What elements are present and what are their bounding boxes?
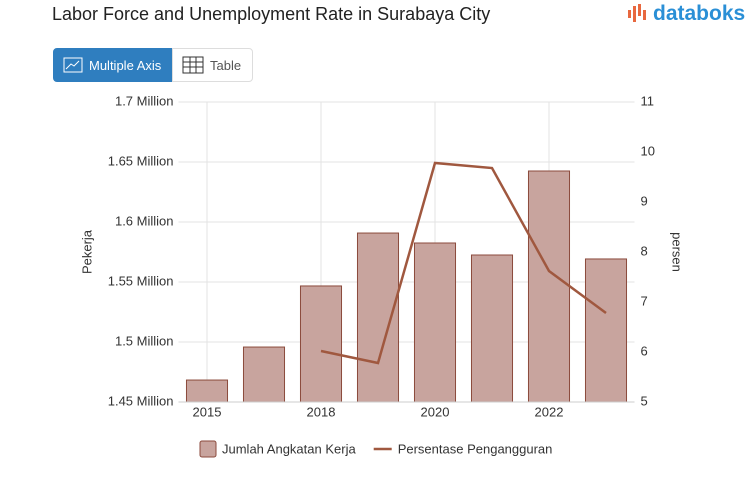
y2-tick-label: 10	[641, 143, 655, 158]
y-tick-label: 1.45 Million	[108, 393, 174, 408]
button-icon	[182, 56, 204, 74]
button-label: Table	[210, 57, 242, 73]
bar	[185, 379, 229, 403]
y-tick-label: 1.65 Million	[108, 153, 174, 168]
x-tick-label: 2020	[421, 404, 450, 419]
x-tick-label: 2018	[307, 404, 336, 419]
button-icon	[63, 57, 83, 73]
y2-tick-label: 6	[641, 343, 648, 358]
y2-tick-label: 9	[641, 193, 648, 208]
y-tick-label: 1.55 Million	[108, 273, 174, 288]
y-tick-label: 1.6 Million	[115, 213, 174, 228]
y-tick-label: 1.5 Million	[115, 333, 174, 348]
legend-swatch	[199, 440, 217, 458]
y2-tick-label: 8	[641, 243, 648, 258]
button-label: Multiple Axis	[89, 57, 162, 73]
y2-tick-label: 5	[641, 393, 648, 408]
bar	[413, 242, 457, 403]
bar	[299, 285, 343, 403]
x-tick-label: 2022	[535, 404, 564, 419]
table-button[interactable]: Table	[172, 48, 253, 82]
logo-text: databoks	[653, 2, 746, 25]
legend-label: Jumlah Angkatan Kerja	[222, 441, 356, 456]
y-axis-title: Pekerja	[79, 229, 94, 274]
bar	[527, 170, 571, 403]
multiple-axis-button[interactable]: Multiple Axis	[53, 48, 172, 82]
logo: databoks	[626, 2, 745, 26]
y2-tick-label: 11	[641, 93, 655, 108]
y-tick-label: 1.7 Million	[115, 93, 174, 108]
bar	[584, 258, 628, 403]
y2-tick-label: 7	[641, 293, 648, 308]
chart-title: Labor Force and Unemployment Rate in Sur…	[52, 4, 491, 24]
bar	[242, 346, 286, 403]
logo-icon	[628, 4, 646, 22]
bar	[470, 254, 514, 403]
legend-label: Persentase Pengangguran	[398, 441, 553, 456]
x-tick-label: 2015	[193, 404, 222, 419]
line	[320, 161, 607, 365]
bar	[356, 232, 400, 403]
y2-axis-title: persen	[670, 232, 685, 272]
